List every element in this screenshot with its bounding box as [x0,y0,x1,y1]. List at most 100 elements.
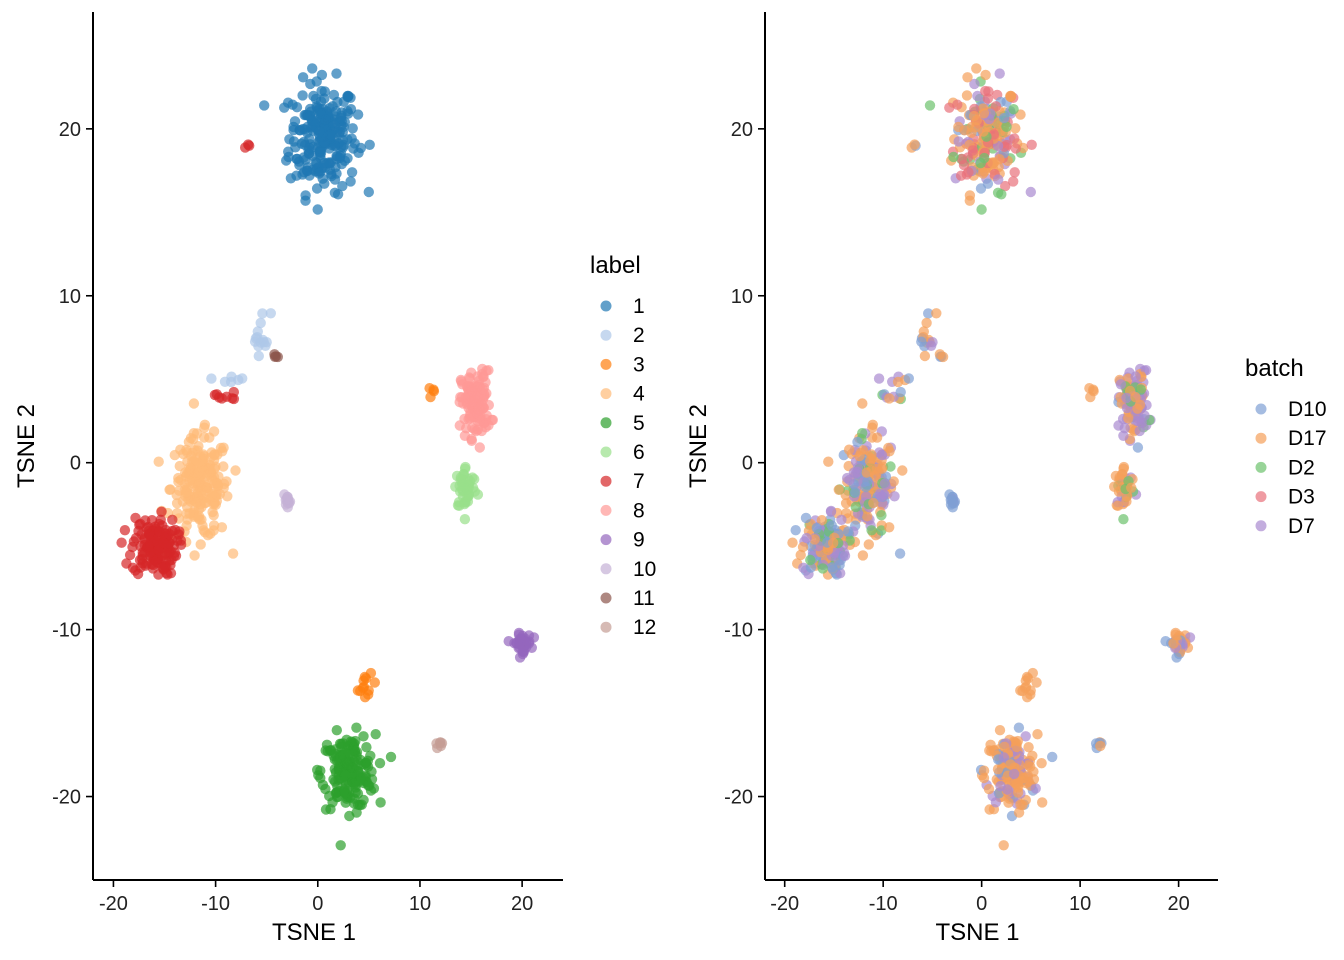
data-point [972,90,983,102]
data-point [861,467,872,478]
legend-key [600,300,612,312]
data-point [212,478,223,489]
data-point [1036,758,1047,769]
x-tick-label: 10 [1069,893,1091,915]
data-point [124,549,136,561]
legend-key [600,475,612,487]
x-axis-title: TSNE 1 [935,919,1019,946]
data-point [358,731,369,742]
data-point [368,783,380,794]
data-point [158,564,169,575]
data-point [157,520,168,531]
legend-entry-label: D2 [1288,456,1315,479]
legend-entry-label: 11 [633,587,655,610]
data-point [513,629,525,640]
data-point [876,510,887,521]
data-point [352,109,364,120]
data-point [976,204,987,215]
data-point [1008,104,1019,115]
data-point [790,525,801,536]
data-point [357,682,369,694]
data-point [206,373,217,384]
data-point [206,447,217,458]
data-point [990,101,1002,112]
data-point [1132,442,1144,453]
data-point [866,525,877,536]
data-point [1008,768,1020,780]
x-tick-label: 20 [511,893,533,915]
data-point [127,541,138,553]
x-tick-label: 20 [1167,893,1189,915]
data-point [462,392,474,404]
data-point [327,797,338,808]
data-point [328,117,339,128]
data-point [1025,186,1037,198]
x-tick-label: -20 [770,893,799,915]
data-point [474,442,485,453]
data-point [193,511,205,522]
data-point [428,384,439,395]
data-point [1130,371,1141,382]
data-point [331,68,342,79]
data-point [181,487,192,498]
data-point [1000,180,1011,192]
data-point [909,139,920,150]
data-point [217,446,228,457]
data-point [351,722,362,733]
data-point [977,168,989,179]
data-point [1023,742,1034,753]
panel-by-batch: -20 -10 0 10 20 -20 -10 0 10 20 TSNE 1 TSNE 2 batch… [685,12,1327,946]
y-tick-label: 0 [70,453,81,475]
data-point [956,153,968,165]
data-point [805,562,817,573]
data-point [216,522,228,533]
data-point [472,391,483,403]
data-point [990,797,1002,808]
data-point [894,548,906,559]
legend-entry-label: D10 [1288,398,1327,421]
data-point [1115,379,1127,390]
data-point [153,456,164,467]
data-point [130,512,141,524]
data-point [879,489,890,500]
data-point [345,104,357,115]
data-point [857,428,868,439]
data-point [304,110,315,122]
data-point [843,444,855,455]
legend-entry-label: 3 [633,353,645,376]
data-point [1013,807,1025,818]
legend-key [1255,461,1267,473]
data-point [283,151,294,163]
panel-by-label: -20 -10 0 10 20 -20 -10 0 10 20 TSNE 1 TSNE 2 label… [13,12,656,946]
data-point [1009,133,1020,144]
data-point [355,142,366,154]
data-point [175,444,186,455]
data-point [978,772,990,784]
data-point [257,308,268,319]
data-point [342,90,353,102]
data-point [843,526,854,537]
data-point [374,758,386,769]
data-point [1011,741,1022,753]
data-point [352,799,364,810]
legend-key [1255,491,1267,503]
data-point [130,532,142,544]
data-point [335,752,347,763]
data-point [926,340,937,351]
data-point [1118,514,1129,525]
data-point [1001,121,1012,132]
data-point [1168,638,1179,649]
data-point [455,474,466,485]
data-point [260,340,271,351]
x-tick-label: 10 [409,893,431,915]
y-axis-title: TSNE 2 [685,404,712,488]
data-point [857,398,868,409]
data-point [978,126,989,137]
data-point [460,461,471,473]
legend-entry-label: 9 [633,529,645,552]
data-point [218,461,229,472]
data-point [864,456,876,467]
data-point [1010,123,1021,134]
data-point [346,133,357,144]
y-tick-label: -20 [52,787,81,809]
